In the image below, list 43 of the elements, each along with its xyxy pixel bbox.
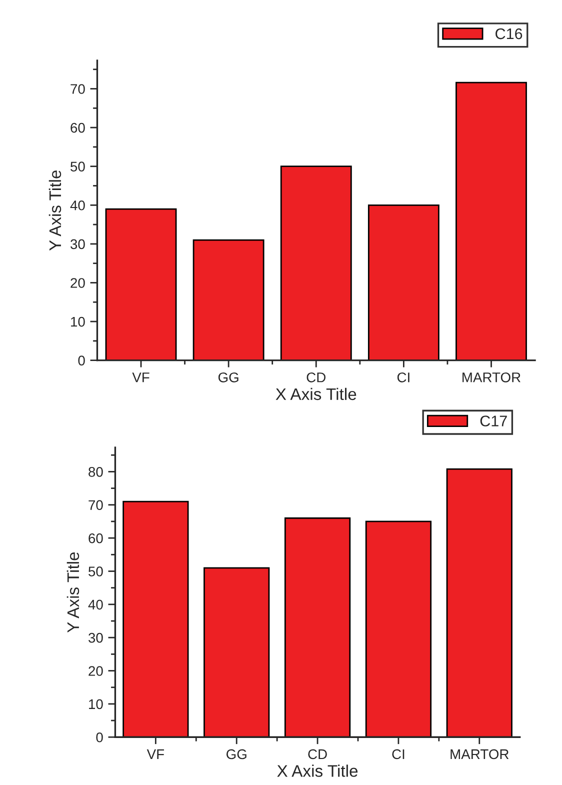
y-tick-label: 60 xyxy=(70,122,85,133)
x-tick-label: CD xyxy=(306,372,326,382)
legend-label: C17 xyxy=(480,416,507,426)
y-tick-label: 20 xyxy=(88,666,103,676)
bar xyxy=(280,166,352,360)
y-tick-label: 50 xyxy=(70,162,85,172)
x-tick-label: CD xyxy=(308,749,327,760)
y-axis-title: Y Axis Title xyxy=(66,552,80,633)
x-axis-title: X Axis Title xyxy=(276,388,356,400)
bar xyxy=(192,239,264,360)
y-tick-label: 20 xyxy=(70,278,85,288)
y-tick-label: 30 xyxy=(70,239,85,250)
bar xyxy=(446,468,512,738)
y-axis-title: Y Axis Title xyxy=(48,170,62,251)
x-tick-label: VF xyxy=(132,372,150,382)
y-tick-label: 40 xyxy=(88,600,103,610)
y-tick-label: 70 xyxy=(88,500,103,510)
y-tick-label: 70 xyxy=(70,84,85,94)
y-tick-label: 10 xyxy=(71,316,85,327)
bar xyxy=(284,517,351,738)
x-tick-label: GG xyxy=(226,749,246,760)
bar xyxy=(122,500,189,738)
x-tick-label: MARTOR xyxy=(462,372,520,382)
y-tick-label: 50 xyxy=(88,566,103,576)
y-tick-label: 80 xyxy=(88,467,103,477)
x-tick-label: GG xyxy=(218,372,238,382)
bar xyxy=(204,567,270,738)
bar xyxy=(365,520,432,738)
y-tick-label: 30 xyxy=(88,632,103,643)
x-tick-label: MARTOR xyxy=(450,749,509,760)
x-axis-title: X Axis Title xyxy=(277,764,358,777)
bar xyxy=(456,82,527,360)
y-tick-label: 40 xyxy=(70,200,85,210)
bar xyxy=(368,204,440,360)
x-tick-label: CI xyxy=(392,749,404,760)
y-tick-label: 60 xyxy=(88,533,103,544)
x-tick-label: VF xyxy=(146,749,164,759)
x-tick-label: CI xyxy=(397,372,410,382)
y-tick-label: 0 xyxy=(78,356,85,366)
y-tick-label: 0 xyxy=(96,732,103,742)
bar xyxy=(105,208,177,360)
y-tick-label: 10 xyxy=(89,699,103,710)
legend-label: C16 xyxy=(496,28,522,40)
